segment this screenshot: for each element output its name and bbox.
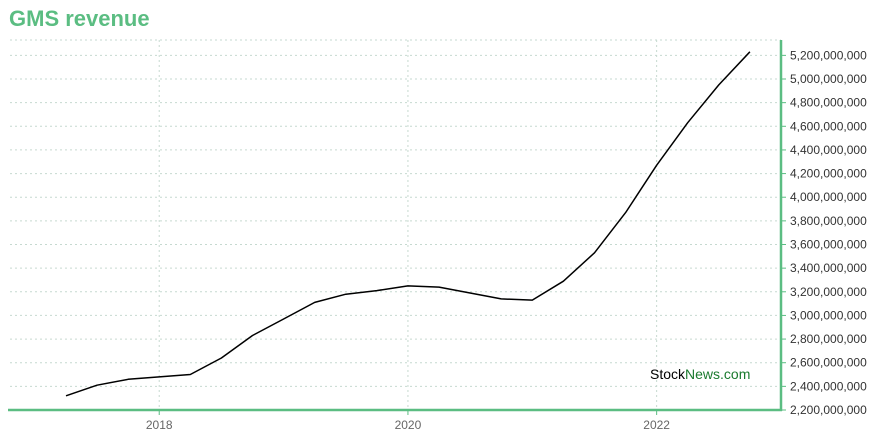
x-tick-label: 2020 — [395, 418, 422, 432]
y-tick-label: 5,000,000,000 — [790, 72, 867, 86]
chart-title: GMS revenue — [9, 6, 150, 31]
watermark: StockNews.com — [650, 366, 750, 382]
y-tick-label: 4,000,000,000 — [790, 190, 867, 204]
grid-layer — [10, 39, 781, 410]
series-layer — [65, 51, 751, 397]
y-tick-label: 3,800,000,000 — [790, 214, 867, 228]
watermark-news: News — [685, 366, 720, 382]
y-tick-label: 2,200,000,000 — [790, 403, 867, 417]
y-tick-label: 4,400,000,000 — [790, 143, 867, 157]
x-tick-label: 2018 — [146, 418, 173, 432]
y-tick-label: 2,400,000,000 — [790, 379, 867, 393]
y-tick-label: 3,400,000,000 — [790, 261, 867, 275]
y-tick-label: 4,200,000,000 — [790, 167, 867, 181]
tick-layer: 2,200,000,000 2,400,000,000 2,600,000,000 2… — [146, 48, 867, 432]
watermark-com: .com — [720, 366, 750, 382]
axis-layer — [8, 40, 786, 415]
y-tick-label: 2,600,000,000 — [790, 356, 867, 370]
y-tick-label: 5,200,000,000 — [790, 48, 867, 62]
y-tick-label: 3,200,000,000 — [790, 285, 867, 299]
y-tick-label: 2,800,000,000 — [790, 332, 867, 346]
y-tick-label: 4,600,000,000 — [790, 119, 867, 133]
x-tick-label: 2022 — [643, 418, 670, 432]
y-tick-label: 4,800,000,000 — [790, 96, 867, 110]
y-tick-label: 3,000,000,000 — [790, 308, 867, 322]
y-tick-label: 3,600,000,000 — [790, 238, 867, 252]
watermark-stock: Stock — [650, 366, 686, 382]
revenue-line — [65, 51, 751, 397]
